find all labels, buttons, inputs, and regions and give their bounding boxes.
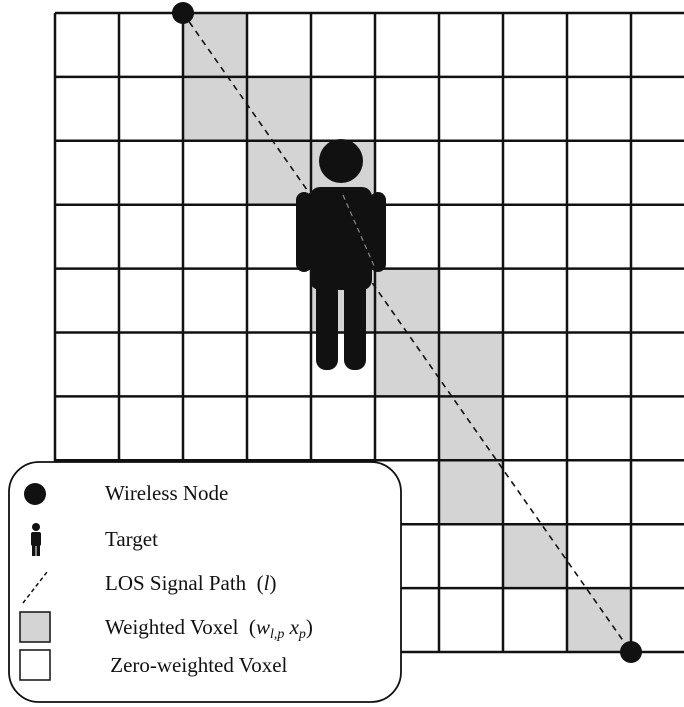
- legend-weighted-icon: [19, 611, 51, 643]
- target-person: [296, 139, 386, 370]
- weighted-voxel: [439, 332, 503, 397]
- legend-label: Target: [105, 527, 158, 551]
- legend-node-icon: [24, 483, 46, 505]
- weighted-voxel: [567, 588, 631, 652]
- legend-label-part: Target: [105, 527, 158, 551]
- weighted-voxel: [375, 268, 439, 333]
- legend-label-part: Wireless Node: [105, 481, 228, 505]
- weighted-voxel: [247, 76, 311, 141]
- legend-label-part: ): [306, 615, 313, 639]
- wireless-node: [620, 641, 642, 663]
- legend-label: Weighted Voxel (wl,p xp): [105, 615, 313, 642]
- wireless-node: [172, 2, 194, 24]
- weighted-voxel: [439, 460, 503, 525]
- legend-label-part: w: [256, 615, 270, 639]
- legend-label-part: LOS Signal Path (: [105, 571, 264, 595]
- legend-target-icon: [31, 523, 41, 556]
- legend-label: LOS Signal Path (l): [105, 571, 277, 595]
- legend-label-part: ): [270, 571, 277, 595]
- weighted-voxel: [503, 524, 567, 589]
- legend-label-part: x: [284, 615, 299, 639]
- los-path: [182, 12, 632, 653]
- legend-label-part: l: [264, 571, 270, 595]
- weighted-voxel: [375, 332, 439, 397]
- weighted-voxel: [439, 396, 503, 461]
- legend-label-part: l,p: [270, 627, 284, 642]
- legend-label: Wireless Node: [105, 481, 228, 505]
- legend-label: Zero-weighted Voxel: [105, 653, 288, 677]
- legend-zero-icon: [19, 649, 51, 681]
- legend-label-part: p: [298, 627, 306, 642]
- legend-label-part: Zero-weighted Voxel: [105, 653, 288, 677]
- los-path-behind: [342, 194, 376, 269]
- weighted-voxel: [183, 76, 247, 141]
- legend-label-part: Weighted Voxel (: [105, 615, 256, 639]
- legend-box: [8, 461, 402, 703]
- weighted-voxel: [183, 13, 247, 77]
